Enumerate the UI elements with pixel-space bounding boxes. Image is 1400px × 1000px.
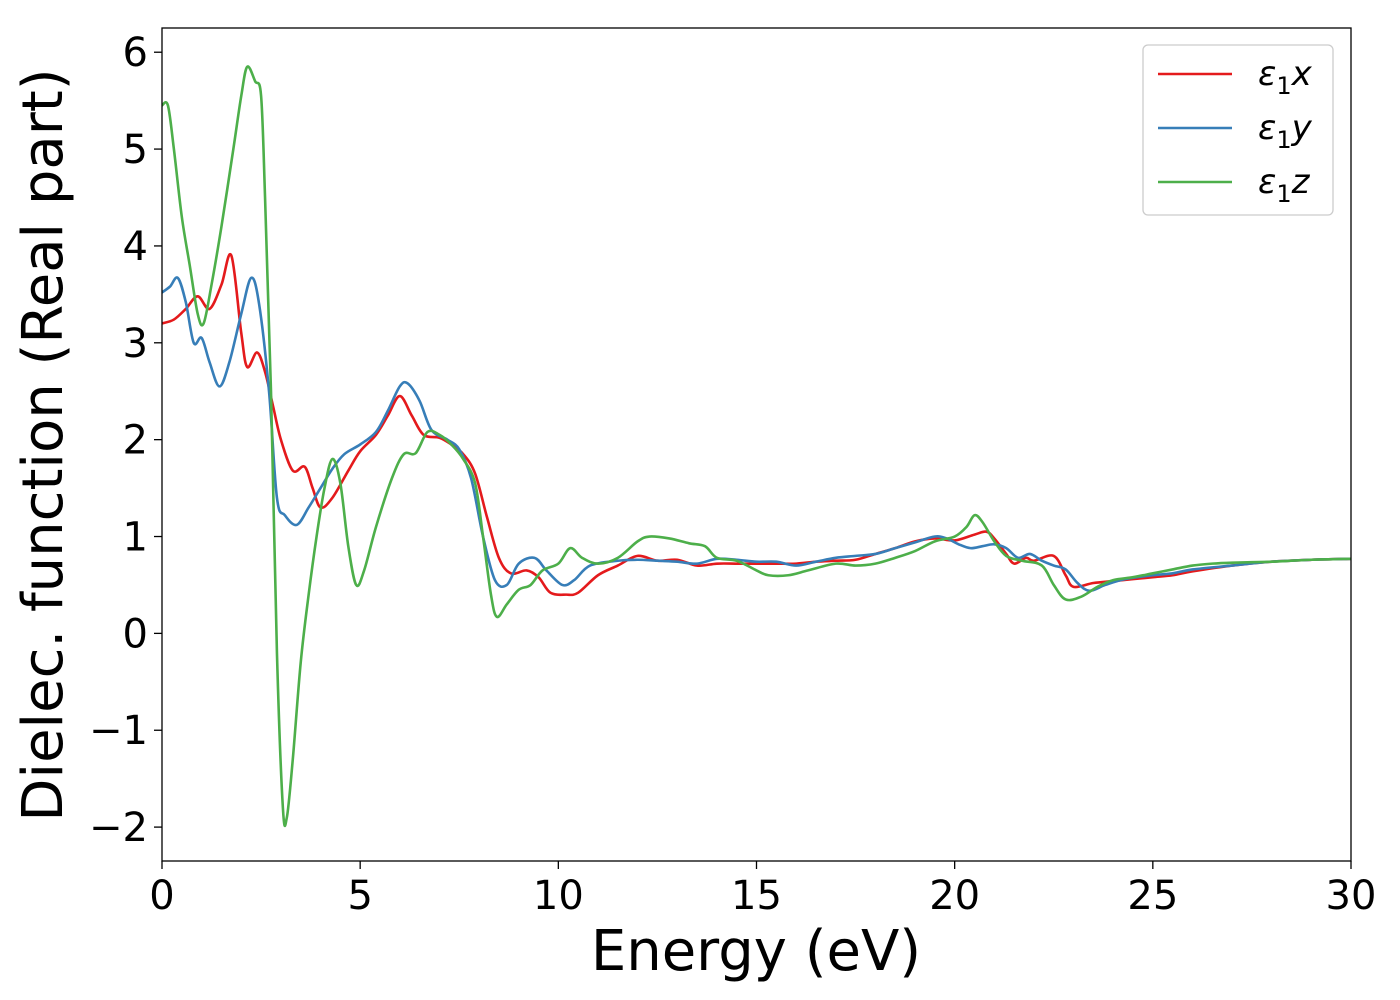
legend-label-x: ε1x xyxy=(1258,54,1313,100)
y-tick-label: 4 xyxy=(123,224,148,270)
y-tick-label: 6 xyxy=(123,30,148,76)
series-layer xyxy=(162,65,1351,828)
x-tick-label: 10 xyxy=(533,873,584,919)
x-tick-label: 30 xyxy=(1326,873,1377,919)
x-tick-label: 25 xyxy=(1127,873,1178,919)
y-tick-label: 3 xyxy=(123,321,148,367)
series-line-z xyxy=(162,65,1351,828)
legend: ε1x ε1y ε1z xyxy=(1142,44,1334,216)
y-tick-label: 0 xyxy=(123,611,148,657)
y-tick-label: −2 xyxy=(89,805,148,851)
legend-box xyxy=(1142,44,1334,216)
x-axis: 0 5 10 15 20 25 30 xyxy=(149,861,1376,919)
y-axis: −2 −1 0 1 2 3 4 5 6 xyxy=(89,30,162,851)
legend-label-y: ε1y xyxy=(1258,108,1313,154)
y-tick-label: 5 xyxy=(123,127,148,173)
y-tick-label: 1 xyxy=(123,515,148,561)
x-tick-label: 0 xyxy=(149,873,174,919)
x-tick-label: 20 xyxy=(929,873,980,919)
y-axis-label: Dielec. function (Real part) xyxy=(11,68,76,821)
x-tick-label: 5 xyxy=(347,873,372,919)
x-axis-label: Energy (eV) xyxy=(591,919,921,984)
y-tick-label: 2 xyxy=(123,418,148,464)
series-line-x xyxy=(162,252,1351,597)
x-tick-label: 15 xyxy=(731,873,782,919)
y-tick-label: −1 xyxy=(89,708,148,754)
legend-label-z: ε1z xyxy=(1258,162,1311,208)
